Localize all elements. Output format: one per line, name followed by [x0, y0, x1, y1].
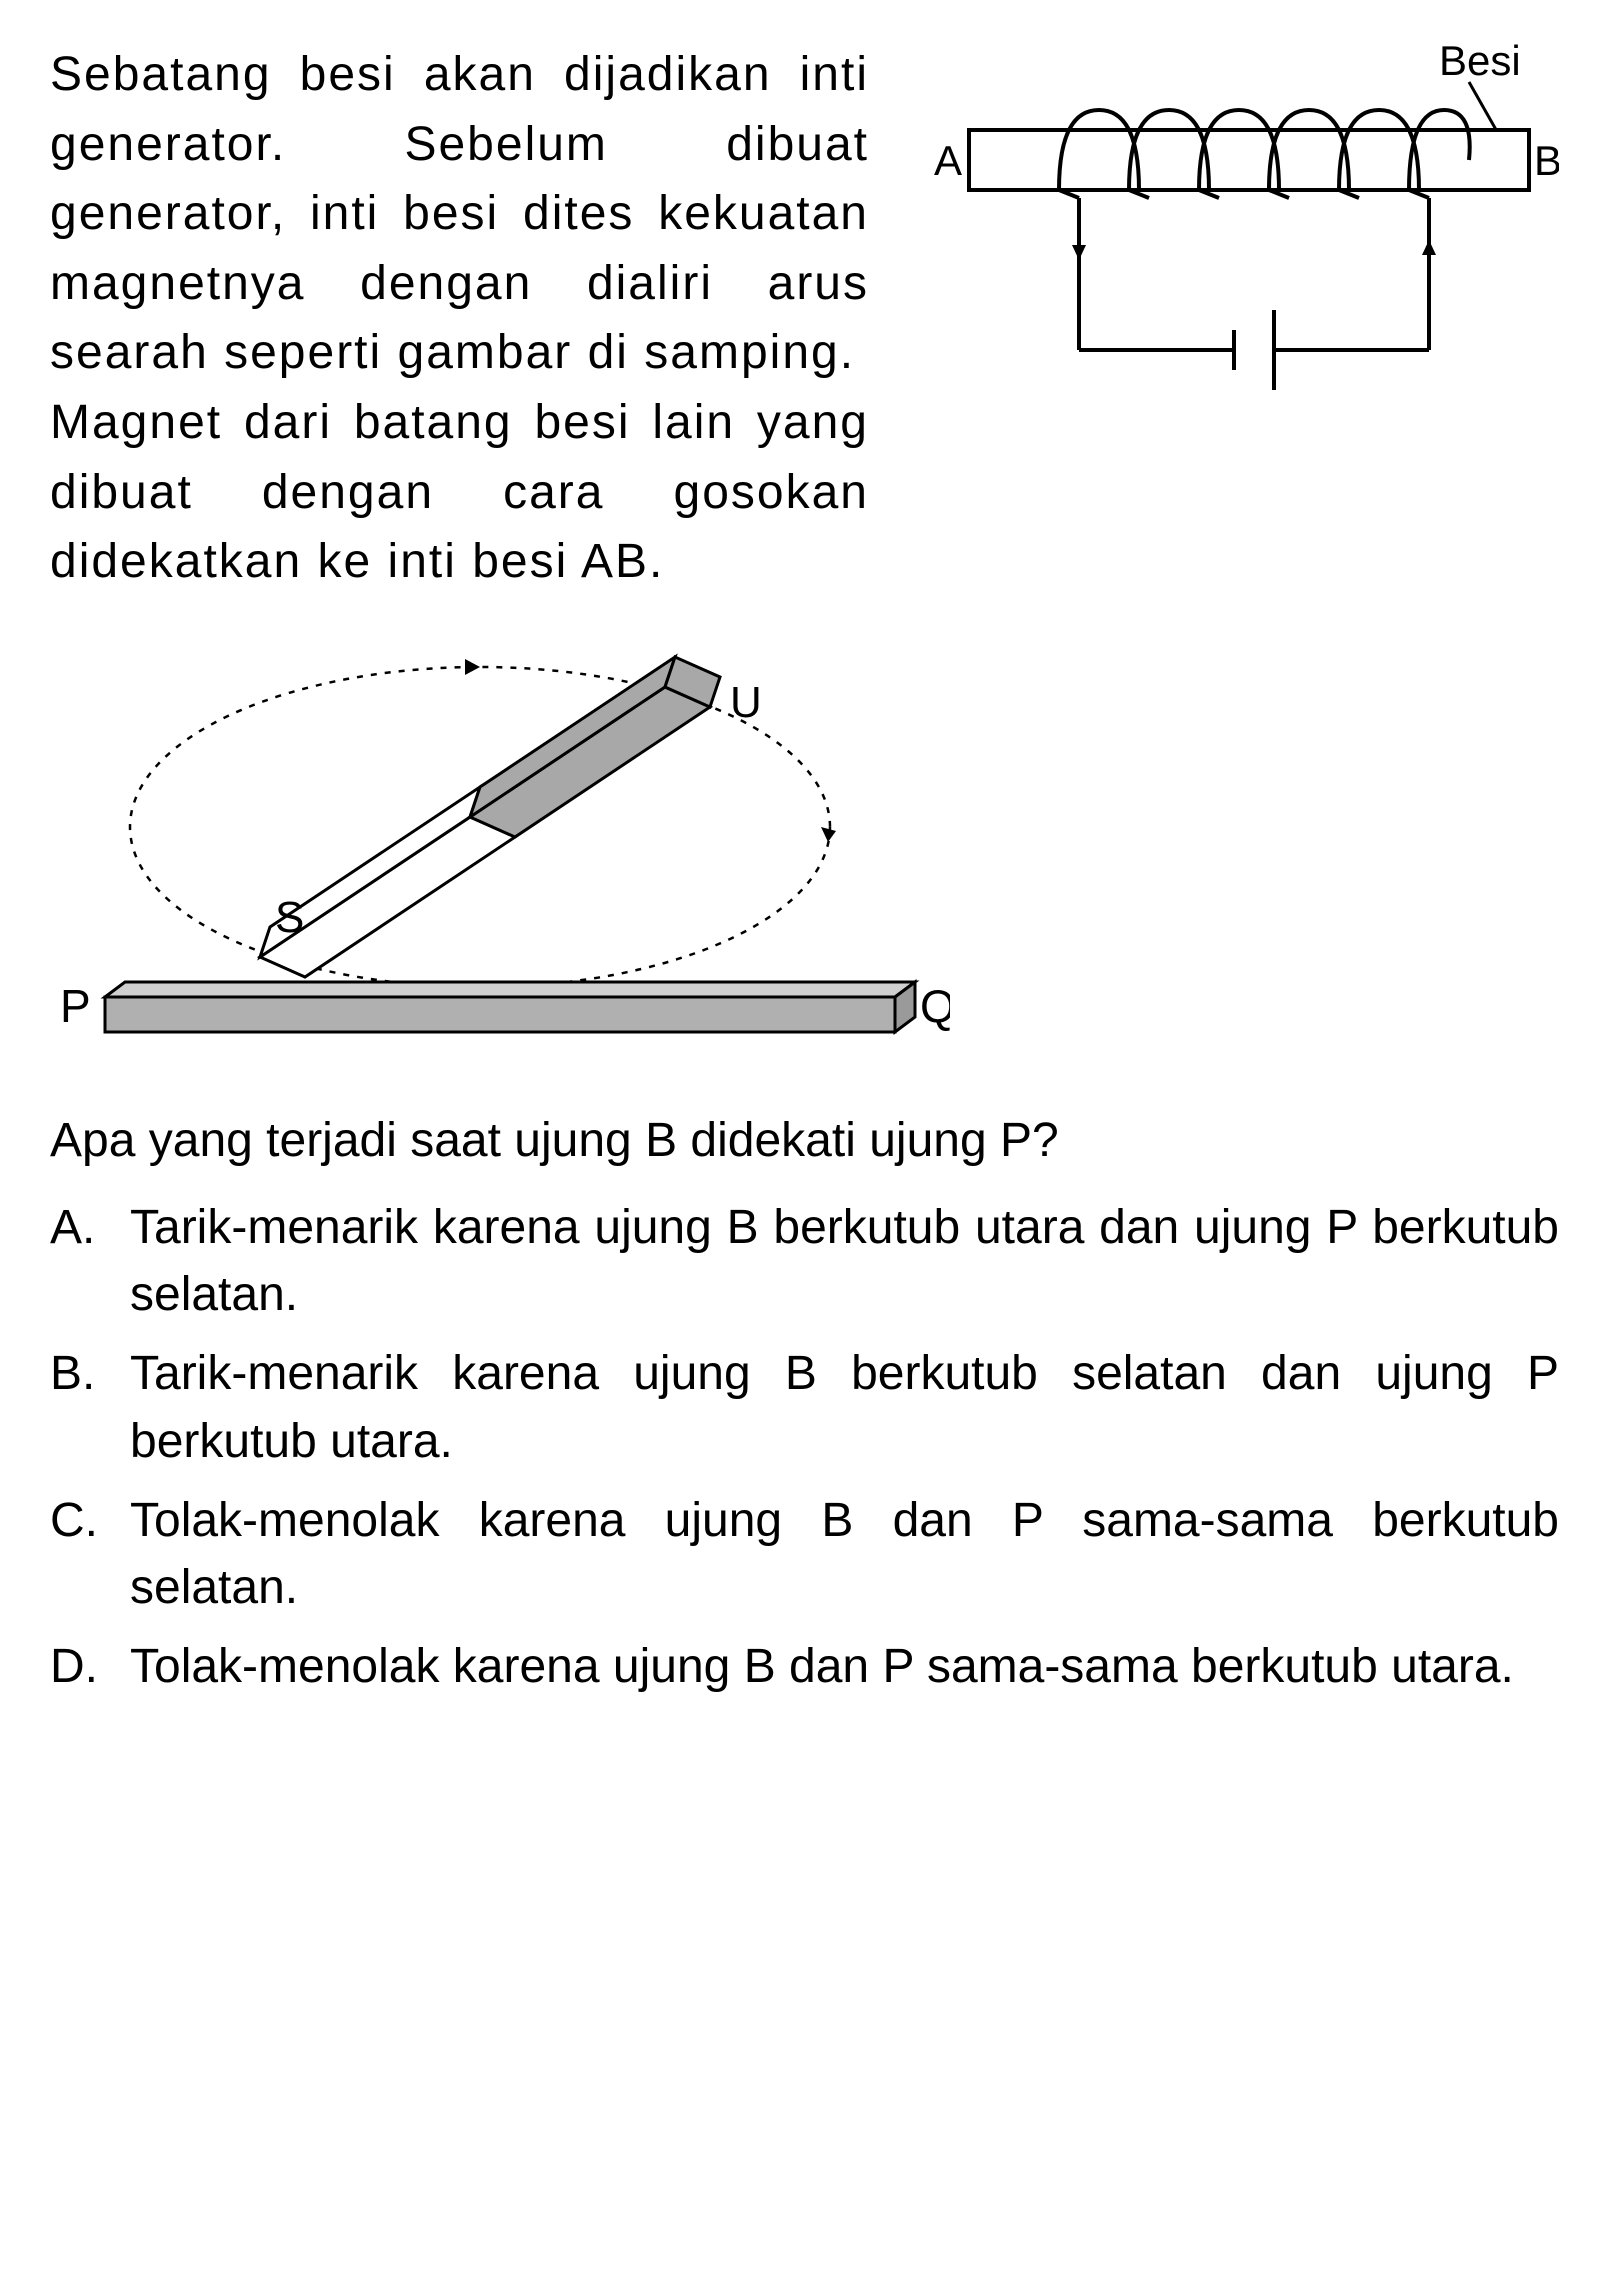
option-letter-b: B. [50, 1340, 130, 1474]
option-c: C. Tolak-menolak karena ujung B dan P sa… [50, 1487, 1559, 1621]
option-a: A. Tarik-menarik karena ujung B berkutub… [50, 1194, 1559, 1328]
intro-paragraph: Sebatang besi akan dijadikan inti genera… [50, 40, 869, 597]
option-text-d: Tolak-menolak karena ujung B dan P sama-… [130, 1633, 1559, 1700]
label-q: Q [920, 980, 950, 1032]
motion-arrow-top [465, 659, 480, 675]
label-p: P [60, 980, 91, 1032]
label-a: A [934, 137, 962, 184]
question-text: Apa yang terjadi saat ujung B didekati u… [50, 1107, 1559, 1174]
option-text-a: Tarik-menarik karena ujung B berkutub ut… [130, 1194, 1559, 1328]
rubbing-svg: S U P Q [50, 627, 950, 1077]
iron-bar [969, 130, 1529, 190]
label-b: B [1534, 137, 1559, 184]
label-besi: Besi [1439, 40, 1521, 84]
coil-svg: Besi A B [909, 40, 1559, 440]
bar-magnet [260, 657, 720, 977]
option-letter-a: A. [50, 1194, 130, 1328]
intro-line-1: Sebatang besi akan dijadikan inti genera… [50, 48, 869, 379]
bar-pq [105, 982, 915, 1032]
option-letter-d: D. [50, 1633, 130, 1700]
label-s: S [275, 893, 304, 942]
option-text-c: Tolak-menolak karena ujung B dan P sama-… [130, 1487, 1559, 1621]
options-list: A. Tarik-menarik karena ujung B berkutub… [50, 1194, 1559, 1700]
arrow-up [1422, 240, 1436, 255]
coil-diagram: Besi A B [909, 40, 1559, 597]
option-text-b: Tarik-menarik karena ujung B berkutub se… [130, 1340, 1559, 1474]
rubbing-diagram: S U P Q [50, 627, 1559, 1077]
label-u: U [730, 678, 762, 727]
option-b: B. Tarik-menarik karena ujung B berkutub… [50, 1340, 1559, 1474]
motion-arrow-right [821, 827, 836, 842]
option-d: D. Tolak-menolak karena ujung B dan P sa… [50, 1633, 1559, 1700]
intro-line-2: Magnet dari batang besi lain yang dibuat… [50, 396, 869, 588]
besi-leader [1469, 82, 1499, 135]
option-letter-c: C. [50, 1487, 130, 1621]
top-section: Sebatang besi akan dijadikan inti genera… [50, 40, 1559, 597]
arrow-down [1072, 245, 1086, 260]
